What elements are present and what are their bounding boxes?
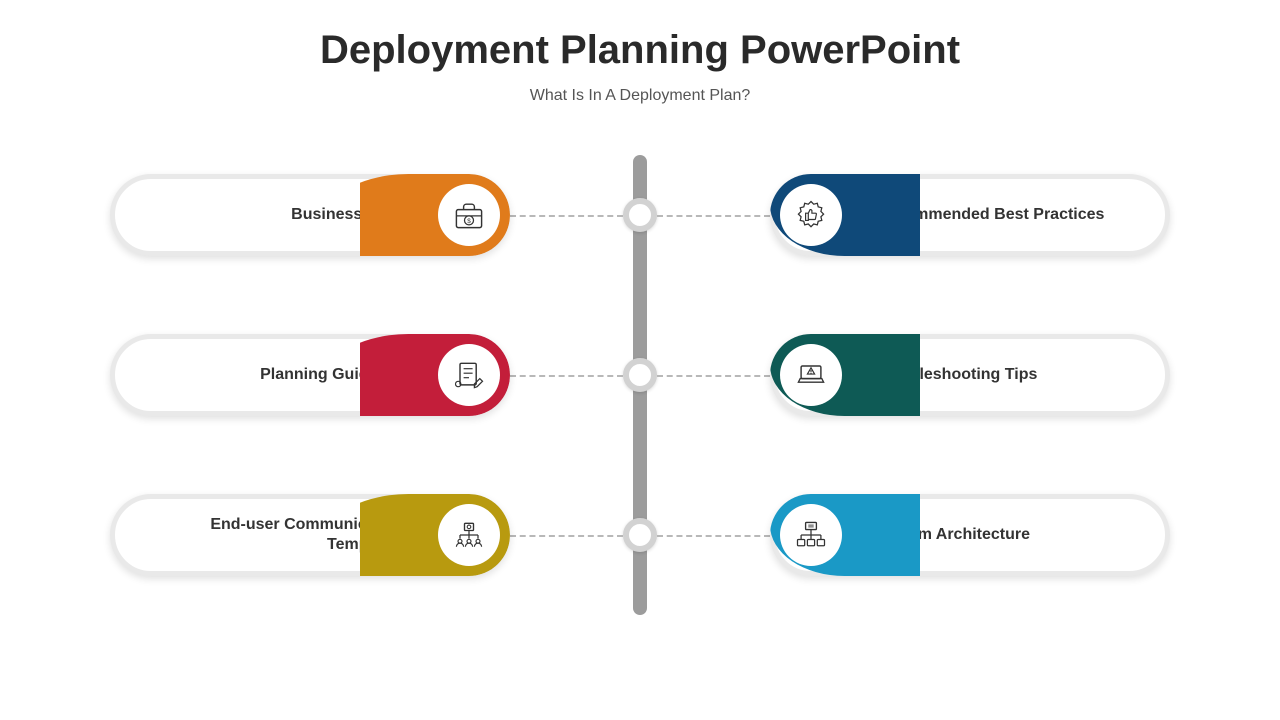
connector-right: [657, 215, 770, 217]
topic-pill: System Architecture: [770, 494, 1170, 576]
topic-pill: Business Case: [110, 174, 510, 256]
connector-left: [510, 535, 623, 537]
briefcase-money-icon: [438, 184, 500, 246]
topic-pill: Planning Guidance: [110, 334, 510, 416]
connector-right: [657, 375, 770, 377]
connector-left: [510, 375, 623, 377]
topic-pill: Troubleshooting Tips: [770, 334, 1170, 416]
timeline-node: [623, 358, 657, 392]
page-subtitle: What Is In A Deployment Plan?: [0, 87, 1280, 105]
timeline-node: [623, 198, 657, 232]
diagram-stage: Business Case Recommended Best Practices P…: [0, 125, 1280, 685]
connector-right: [657, 535, 770, 537]
hierarchy-icon: [780, 504, 842, 566]
timeline-node: [623, 518, 657, 552]
doc-pencil-icon: [438, 344, 500, 406]
topic-pill: End-user Communication Templates: [110, 494, 510, 576]
topic-pill: Recommended Best Practices: [770, 174, 1170, 256]
connector-left: [510, 215, 623, 217]
laptop-alert-icon: [780, 344, 842, 406]
team-broadcast-icon: [438, 504, 500, 566]
page-title: Deployment Planning PowerPoint: [0, 0, 1280, 73]
badge-thumb-icon: [780, 184, 842, 246]
